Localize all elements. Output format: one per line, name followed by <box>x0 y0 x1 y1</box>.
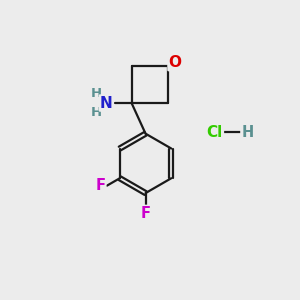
Text: O: O <box>169 55 182 70</box>
Text: F: F <box>140 206 151 221</box>
Text: H: H <box>91 87 102 100</box>
Text: Cl: Cl <box>207 125 223 140</box>
Text: H: H <box>91 106 102 119</box>
Text: N: N <box>100 95 113 110</box>
Text: F: F <box>95 178 105 193</box>
Text: H: H <box>242 125 254 140</box>
